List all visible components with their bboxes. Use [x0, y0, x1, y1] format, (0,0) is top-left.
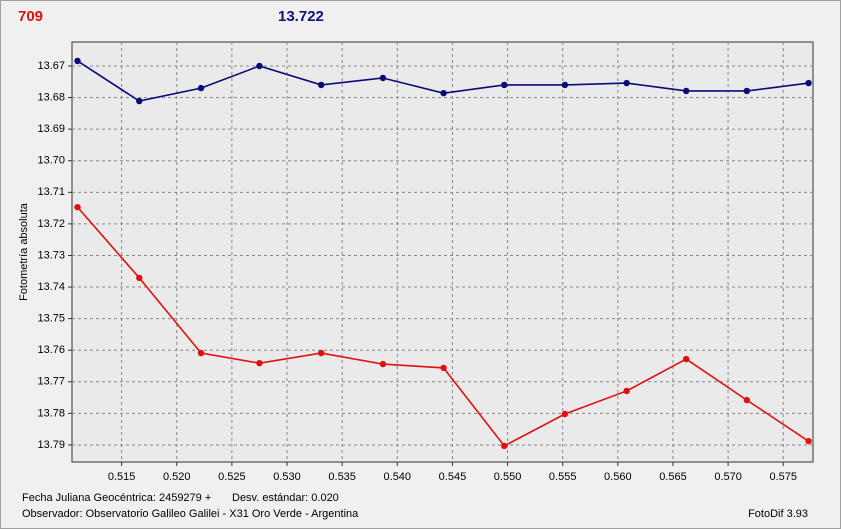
point	[136, 274, 143, 282]
footer-version: FotoDif 3.93	[748, 508, 808, 520]
point	[682, 87, 690, 95]
x-tick-label: 0.545	[439, 471, 467, 483]
x-tick-label: 0.575	[769, 471, 797, 483]
y-tick-label: 13.79	[37, 439, 65, 451]
point	[743, 396, 751, 404]
point	[379, 360, 387, 368]
header-left: 709	[18, 8, 43, 25]
point	[623, 387, 630, 395]
point	[561, 410, 569, 418]
x-tick-label: 0.555	[549, 471, 577, 483]
point	[74, 203, 81, 211]
footer-observer: Observador: Observatorio Galileo Galilei…	[22, 508, 359, 520]
plot-area	[71, 41, 814, 463]
y-tick-label: 13.78	[37, 407, 65, 419]
point	[682, 355, 690, 363]
y-tick-label: 13.73	[37, 249, 65, 261]
point	[805, 437, 812, 445]
x-tick-label: 0.535	[328, 471, 356, 483]
header-right: 13.722	[278, 8, 324, 25]
x-tick-label: 0.520	[163, 471, 191, 483]
point	[501, 442, 508, 450]
point	[256, 359, 263, 367]
point	[805, 79, 812, 87]
point	[743, 87, 751, 95]
y-tick-label: 13.77	[37, 376, 65, 388]
x-tick-label: 0.515	[108, 471, 136, 483]
point	[561, 81, 569, 89]
point	[318, 81, 325, 89]
x-tick-label: 0.550	[494, 471, 522, 483]
point	[440, 364, 447, 372]
footer-stdev: Desv. estándar: 0.020	[232, 492, 339, 504]
point	[440, 89, 447, 97]
y-tick-label: 13.71	[37, 186, 65, 198]
y-tick-label: 13.70	[37, 155, 65, 167]
y-tick-label: 13.74	[37, 281, 65, 293]
y-tick-label: 13.67	[37, 60, 65, 72]
y-tick-label: 13.76	[37, 344, 65, 356]
x-tick-label: 0.560	[604, 471, 632, 483]
x-tick-label: 0.530	[273, 471, 301, 483]
x-tick-label: 0.565	[659, 471, 687, 483]
point	[197, 84, 205, 92]
point	[74, 57, 81, 65]
y-tick-label: 13.68	[37, 91, 65, 103]
y-tick-label: 13.69	[37, 123, 65, 135]
footer-date: Fecha Juliana Geocéntrica: 2459279 +	[22, 492, 211, 504]
y-axis-label: Fotometría absoluta	[18, 202, 30, 301]
x-tick-label: 0.525	[218, 471, 246, 483]
point	[379, 74, 387, 82]
x-tick-label: 0.570	[714, 471, 742, 483]
point	[256, 62, 263, 70]
point	[623, 79, 630, 87]
point	[197, 349, 205, 357]
point	[136, 97, 143, 105]
point	[318, 349, 325, 357]
y-tick-label: 13.75	[37, 313, 65, 325]
x-tick-label: 0.540	[384, 471, 412, 483]
y-tick-label: 13.72	[37, 218, 65, 230]
point	[501, 81, 508, 89]
